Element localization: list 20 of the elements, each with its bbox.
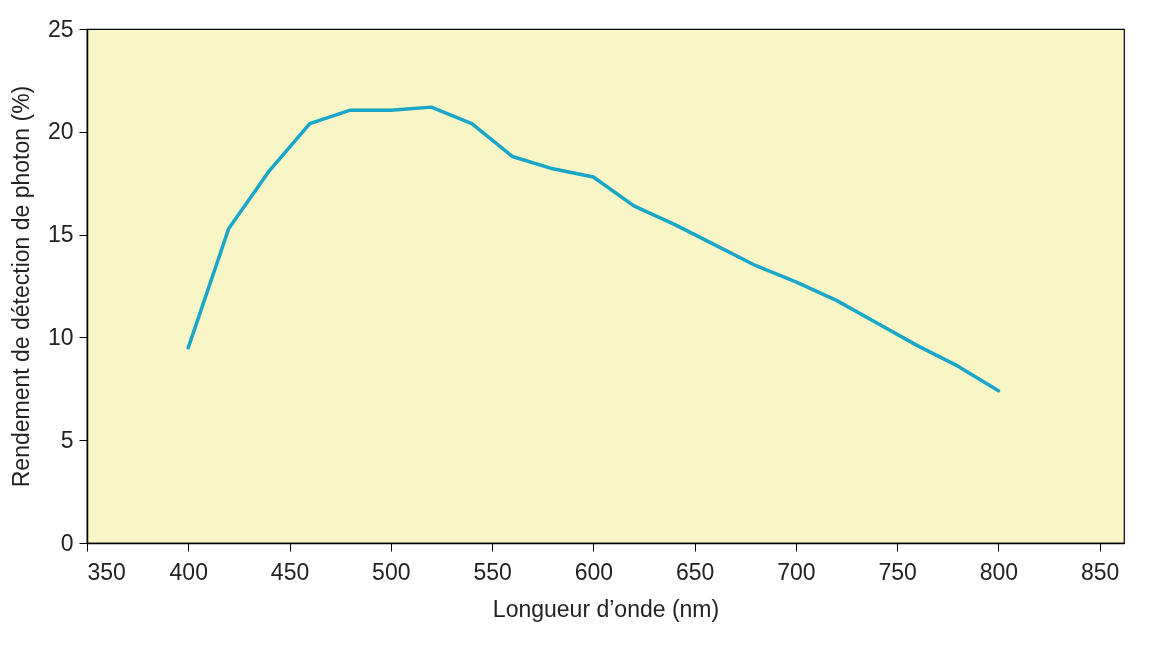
- x-tick-label: 750: [878, 558, 917, 585]
- y-tick-label: 15: [47, 221, 74, 248]
- x-tick-label: 600: [574, 558, 614, 585]
- x-tick-label: 700: [777, 558, 816, 585]
- x-tick-label: 650: [675, 558, 715, 585]
- line-series: [186, 105, 1001, 393]
- x-tick-label: 350: [87, 558, 126, 585]
- x-tick-label: 400: [169, 558, 208, 585]
- y-tick-label: 25: [47, 15, 74, 42]
- y-tick-label: 20: [47, 118, 74, 145]
- x-tick-label: 800: [979, 558, 1019, 585]
- x-tick-label: 850: [1081, 558, 1120, 585]
- y-axis-title: Rendement de détection de photon (%): [7, 85, 34, 488]
- x-tick-label: 450: [270, 558, 310, 585]
- x-axis-title: Longueur d’onde (nm): [492, 595, 720, 622]
- y-tick-label: 10: [47, 323, 74, 350]
- x-tick-label: 500: [372, 558, 411, 585]
- y-tick-label: 5: [60, 426, 74, 453]
- y-tick-label: 0: [60, 529, 74, 556]
- x-tick-label: 550: [473, 558, 512, 585]
